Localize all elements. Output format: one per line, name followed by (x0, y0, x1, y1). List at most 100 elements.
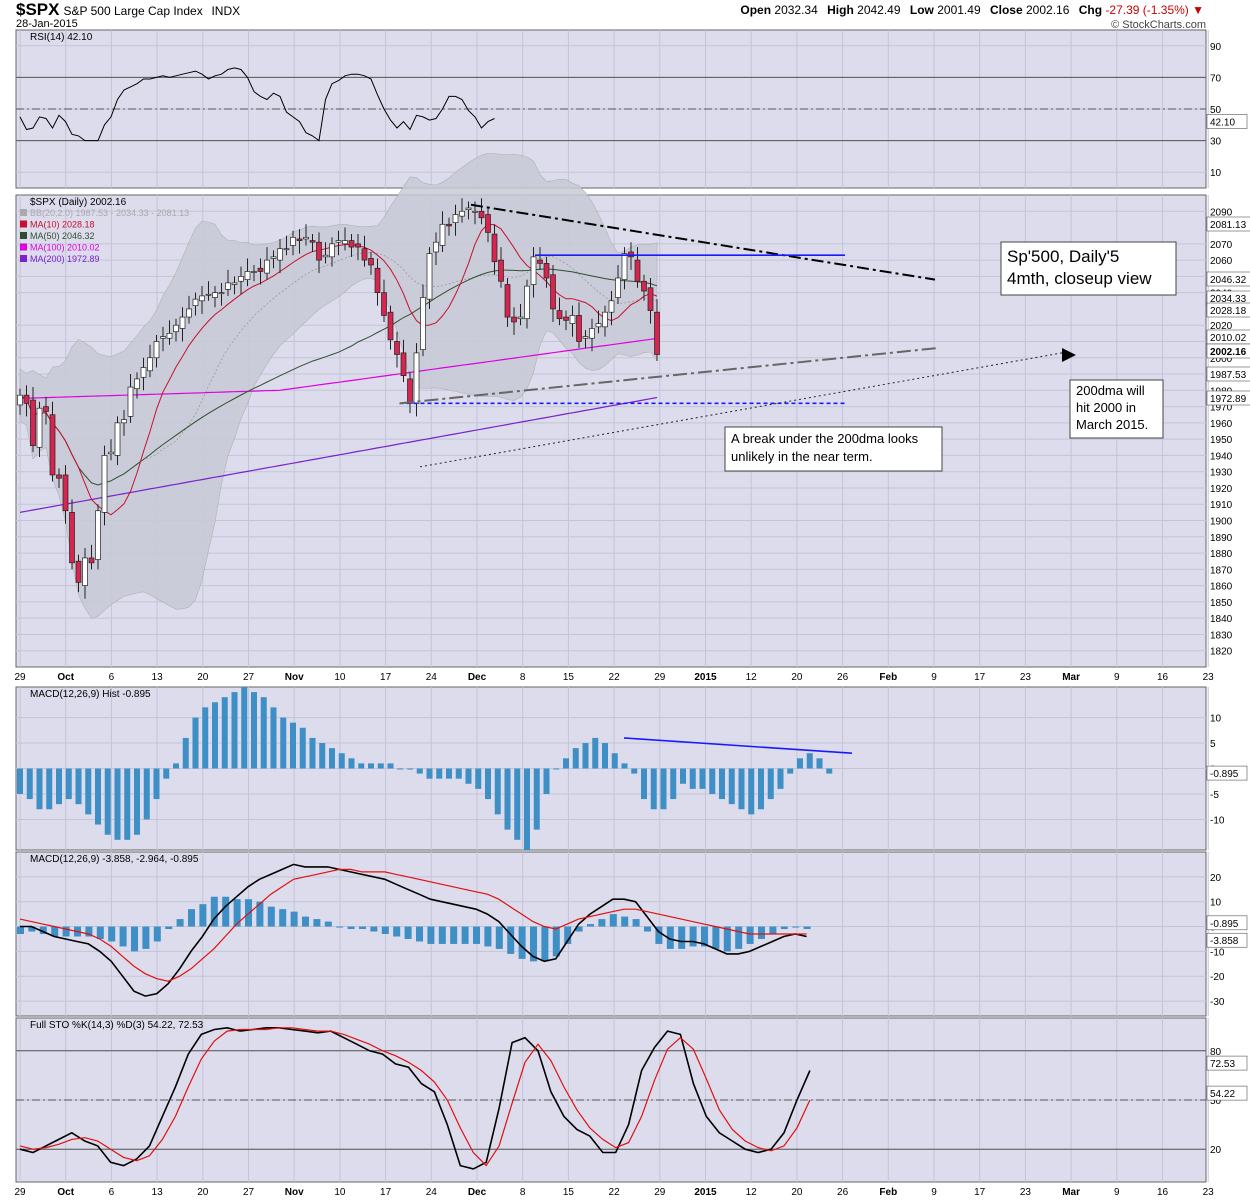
candle-body (225, 282, 231, 290)
candle-body (381, 292, 387, 316)
hist-bar (95, 768, 101, 825)
hist-bar (631, 768, 638, 774)
hist-bar (387, 763, 394, 769)
legend-swatch (20, 209, 27, 216)
candle-body (160, 336, 166, 339)
candle-body (95, 510, 101, 560)
sto-x-label: Feb (879, 1187, 897, 1198)
candle-body (465, 207, 472, 210)
candle-body (153, 341, 160, 359)
macd-hist-tick-label: 10 (1210, 714, 1222, 725)
sto-x-label: 9 (1114, 1187, 1120, 1198)
price-x-label: 13 (152, 672, 164, 683)
candle-body (56, 474, 62, 479)
annotation-text: Sp'500, Daily'5 (1007, 247, 1119, 266)
macd-title: MACD(12,26,9) -3.858, -2.964, -0.895 (30, 854, 199, 865)
candle-body (192, 298, 199, 307)
macd-tick-label: 10 (1210, 898, 1222, 909)
hist-bar (192, 717, 199, 769)
macd-hist-bar (780, 926, 788, 930)
hist-bar (572, 748, 579, 769)
ohlc-summary: Open 2032.34 High 2042.49 Low 2001.49 Cl… (734, 3, 1204, 17)
candle-body (628, 251, 634, 258)
macd-panel (15, 851, 1207, 1017)
macd-hist-bar (279, 909, 287, 927)
annotation-text: unlikely in the near term. (731, 449, 873, 464)
annotation-text: 4mth, closeup view (1007, 269, 1152, 288)
annotation-text: hit 2000 in (1076, 400, 1136, 415)
candle-body (127, 386, 134, 417)
candle-body (30, 399, 36, 446)
price-x-label: Mar (1062, 672, 1080, 683)
hist-bar (182, 737, 189, 769)
candle-body (452, 214, 459, 224)
candle-body (218, 292, 225, 295)
sto-x-label: 8 (520, 1187, 526, 1198)
candle-body (615, 277, 621, 298)
price-x-label: Oct (57, 672, 74, 683)
candle-body (407, 378, 413, 404)
legend-swatch (20, 220, 27, 228)
hist-bar (709, 768, 716, 794)
price-x-label: 20 (197, 672, 209, 683)
candle-body (361, 248, 368, 261)
macd-hist-bar (324, 921, 332, 927)
legend-entry: MA(100) 2010.02 (30, 243, 100, 253)
macd-last-hist-value-box (1206, 915, 1248, 931)
hist-bar (270, 707, 277, 769)
bb-midline (19, 251, 658, 486)
candle-body (517, 316, 524, 320)
macd-hist-bar (290, 911, 298, 927)
watermark: © StockCharts.com (1111, 19, 1206, 31)
price-tick-label: 1920 (1210, 484, 1233, 495)
macd-hist-bar (735, 926, 743, 949)
candle-body (608, 300, 615, 313)
price-tick-label: 1930 (1210, 468, 1233, 479)
macd-hist-bar (17, 926, 24, 934)
macd-hist-bar (450, 926, 458, 944)
macd-hist-bar (575, 926, 583, 932)
sto-d-last-value-box (1206, 1055, 1248, 1071)
macd-hist-bar (473, 926, 480, 944)
macd-hist-bar (108, 926, 116, 942)
macd-hist-bar (678, 926, 686, 949)
macd-hist-bar (803, 926, 811, 930)
candle-body (498, 259, 504, 282)
candle-body (654, 311, 660, 355)
sto-x-label: 13 (152, 1187, 164, 1198)
rsi-last-value-box (1206, 114, 1248, 129)
candle-body (140, 367, 147, 378)
candle-body (504, 284, 511, 318)
annotation-box (724, 426, 943, 472)
macd-hist-bar (222, 896, 230, 927)
macd-hist-bar (723, 926, 731, 952)
candle-body (62, 474, 69, 512)
sto-x-label: 23 (1020, 1187, 1032, 1198)
price-right-label: 1987.53 (1210, 370, 1247, 381)
price-x-label: 2015 (694, 672, 717, 683)
hist-bar (436, 768, 443, 779)
candle-body (309, 240, 316, 243)
macd-hist-bar (404, 926, 412, 939)
sto-x-label: 27 (243, 1187, 255, 1198)
price-x-label: 22 (609, 672, 621, 683)
hist-bar (85, 768, 92, 815)
hist-bar (319, 743, 326, 769)
macd-tick-label: -10 (1210, 947, 1225, 958)
hist-bar (104, 768, 111, 835)
sto-title: Full STO %K(14,3) %D(3) 54.22, 72.53 (30, 1020, 204, 1031)
hist-bar (543, 768, 550, 794)
hist-bar (309, 737, 316, 769)
annotation-text: A break under the 200dma looks (731, 431, 919, 446)
sto-x-label: 29 (654, 1187, 666, 1198)
macd-last-hist-value: -0.895 (1210, 919, 1239, 930)
candle-body (205, 293, 212, 296)
price-right-label: 2034.33 (1210, 294, 1247, 305)
macd-hist-bar (689, 926, 697, 947)
candle-body (420, 297, 426, 350)
candle-body (485, 214, 491, 233)
price-tick-label: 1940 (1210, 451, 1233, 462)
open-label: Open (740, 3, 772, 17)
sto-tick-label: 20 (1210, 1145, 1222, 1156)
macd-hist-bar (119, 926, 127, 947)
